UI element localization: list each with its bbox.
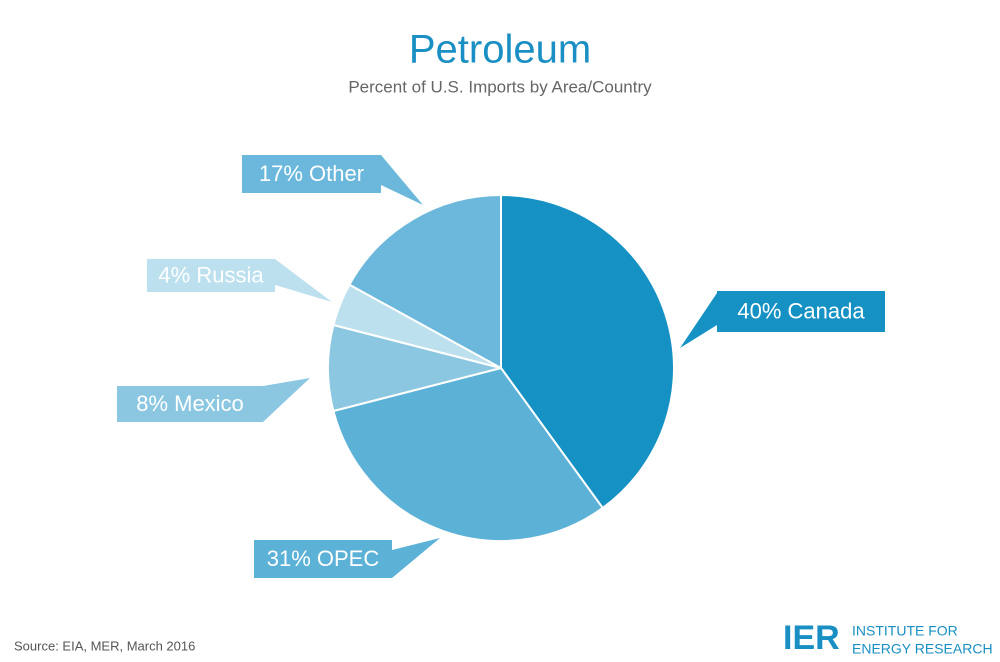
label-pointer	[275, 259, 332, 302]
label-pointer	[381, 155, 423, 205]
label-pointer	[680, 293, 717, 348]
data-label: 31% OPEC	[267, 546, 380, 571]
chart-subtitle: Percent of U.S. Imports by Area/Country	[348, 77, 652, 96]
pie-slice	[332, 366, 605, 542]
label-box	[254, 540, 392, 578]
label-box	[117, 386, 263, 422]
logo-mark: IER	[783, 619, 840, 657]
pie-slice	[348, 193, 502, 370]
label-box	[147, 259, 275, 292]
chart-title: Petroleum	[409, 28, 591, 72]
logo-line: ENERGY RESEARCH	[852, 641, 993, 657]
label-box	[717, 291, 885, 332]
data-label: 4% Russia	[158, 262, 264, 287]
label-box	[242, 155, 381, 193]
label-pointer	[392, 538, 440, 578]
data-label: 17% Other	[259, 161, 364, 186]
data-label: 8% Mexico	[136, 391, 244, 416]
logo-line: INSTITUTE FOR	[852, 623, 958, 639]
data-label: 40% Canada	[737, 298, 865, 323]
label-pointer	[263, 378, 310, 422]
pie-slice	[500, 193, 675, 510]
source-note: Source: EIA, MER, March 2016	[14, 638, 195, 653]
